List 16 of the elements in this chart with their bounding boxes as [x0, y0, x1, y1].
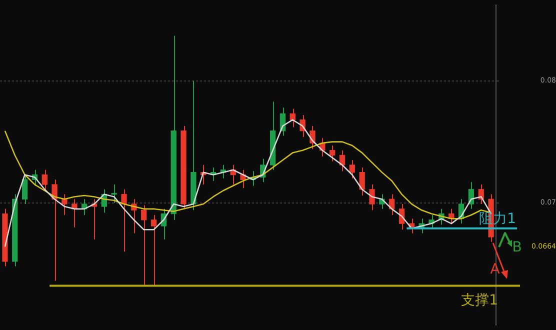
candlestick: [141, 204, 147, 286]
candlestick: [52, 179, 58, 282]
candlestick: [359, 166, 365, 196]
candlestick: [369, 184, 375, 211]
candlestick: [329, 144, 336, 162]
candlestick: [121, 188, 127, 252]
ref-line-label: 支撑1: [461, 292, 498, 308]
candlestick: [150, 214, 157, 286]
candlestick: [349, 160, 355, 179]
text: B: [512, 240, 522, 256]
annotation: A: [490, 262, 500, 278]
candlestick: [131, 198, 137, 234]
candlestick: [22, 174, 28, 205]
candlestick: [290, 108, 296, 128]
candlestick: [62, 194, 68, 216]
candlestick: [42, 169, 48, 192]
